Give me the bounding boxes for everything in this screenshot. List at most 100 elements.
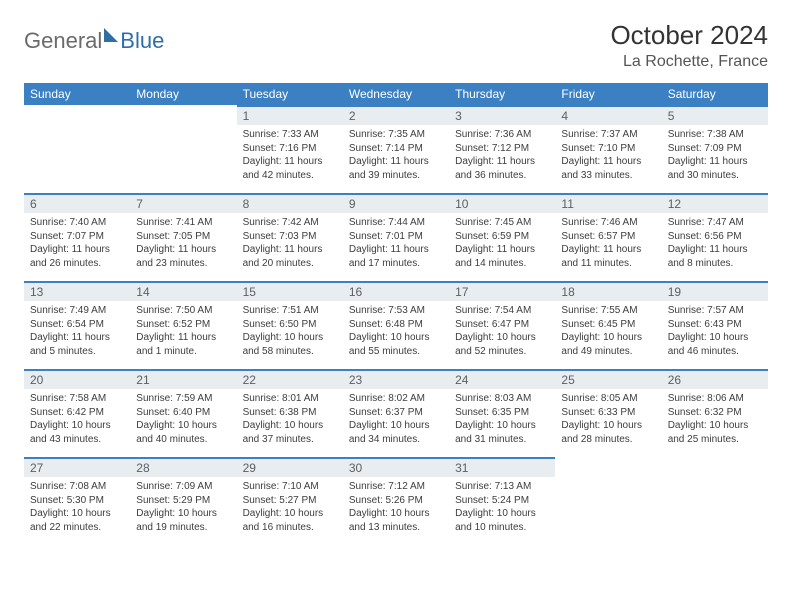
day-body: Sunrise: 7:44 AMSunset: 7:01 PMDaylight:… [343, 213, 449, 274]
daylight-line: Daylight: 11 hours and 20 minutes. [243, 243, 337, 270]
day-number: 22 [237, 369, 343, 389]
calendar-day-cell: 8Sunrise: 7:42 AMSunset: 7:03 PMDaylight… [237, 193, 343, 281]
day-number: 8 [237, 193, 343, 213]
daylight-line: Daylight: 11 hours and 33 minutes. [561, 155, 655, 182]
daylight-line: Daylight: 10 hours and 22 minutes. [30, 507, 124, 534]
sunrise-line: Sunrise: 7:54 AM [455, 304, 549, 318]
day-number: 29 [237, 457, 343, 477]
sunset-line: Sunset: 6:42 PM [30, 406, 124, 420]
calendar-day-cell: 14Sunrise: 7:50 AMSunset: 6:52 PMDayligh… [130, 281, 236, 369]
day-body: Sunrise: 7:35 AMSunset: 7:14 PMDaylight:… [343, 125, 449, 186]
calendar-day-cell: 30Sunrise: 7:12 AMSunset: 5:26 PMDayligh… [343, 457, 449, 545]
sunset-line: Sunset: 7:07 PM [30, 230, 124, 244]
sunrise-line: Sunrise: 7:53 AM [349, 304, 443, 318]
daylight-line: Daylight: 10 hours and 46 minutes. [668, 331, 762, 358]
weekday-header: Monday [130, 83, 236, 105]
calendar-week-row: 1Sunrise: 7:33 AMSunset: 7:16 PMDaylight… [24, 105, 768, 193]
sunset-line: Sunset: 5:27 PM [243, 494, 337, 508]
day-number: 3 [449, 105, 555, 125]
day-number: 1 [237, 105, 343, 125]
sunset-line: Sunset: 6:52 PM [136, 318, 230, 332]
daylight-line: Daylight: 11 hours and 5 minutes. [30, 331, 124, 358]
sunset-line: Sunset: 6:43 PM [668, 318, 762, 332]
calendar-day-cell: 20Sunrise: 7:58 AMSunset: 6:42 PMDayligh… [24, 369, 130, 457]
day-body: Sunrise: 7:54 AMSunset: 6:47 PMDaylight:… [449, 301, 555, 362]
day-number: 11 [555, 193, 661, 213]
daylight-line: Daylight: 11 hours and 14 minutes. [455, 243, 549, 270]
calendar-day-cell: 17Sunrise: 7:54 AMSunset: 6:47 PMDayligh… [449, 281, 555, 369]
weekday-header: Friday [555, 83, 661, 105]
daylight-line: Daylight: 10 hours and 10 minutes. [455, 507, 549, 534]
calendar-day-cell: 18Sunrise: 7:55 AMSunset: 6:45 PMDayligh… [555, 281, 661, 369]
day-body: Sunrise: 7:40 AMSunset: 7:07 PMDaylight:… [24, 213, 130, 274]
day-body: Sunrise: 7:50 AMSunset: 6:52 PMDaylight:… [130, 301, 236, 362]
day-body: Sunrise: 7:57 AMSunset: 6:43 PMDaylight:… [662, 301, 768, 362]
day-number: 28 [130, 457, 236, 477]
weekday-header: Tuesday [237, 83, 343, 105]
sunrise-line: Sunrise: 7:42 AM [243, 216, 337, 230]
day-number: 15 [237, 281, 343, 301]
calendar-day-cell: 9Sunrise: 7:44 AMSunset: 7:01 PMDaylight… [343, 193, 449, 281]
calendar-week-row: 6Sunrise: 7:40 AMSunset: 7:07 PMDaylight… [24, 193, 768, 281]
daylight-line: Daylight: 11 hours and 8 minutes. [668, 243, 762, 270]
location-label: La Rochette, France [610, 53, 768, 71]
day-body: Sunrise: 7:55 AMSunset: 6:45 PMDaylight:… [555, 301, 661, 362]
sunset-line: Sunset: 6:50 PM [243, 318, 337, 332]
calendar-day-cell: 1Sunrise: 7:33 AMSunset: 7:16 PMDaylight… [237, 105, 343, 193]
day-number: 10 [449, 193, 555, 213]
calendar-day-cell: 29Sunrise: 7:10 AMSunset: 5:27 PMDayligh… [237, 457, 343, 545]
calendar-week-row: 13Sunrise: 7:49 AMSunset: 6:54 PMDayligh… [24, 281, 768, 369]
daylight-line: Daylight: 10 hours and 58 minutes. [243, 331, 337, 358]
day-number: 24 [449, 369, 555, 389]
sunrise-line: Sunrise: 7:50 AM [136, 304, 230, 318]
sunset-line: Sunset: 5:29 PM [136, 494, 230, 508]
day-number: 20 [24, 369, 130, 389]
daylight-line: Daylight: 10 hours and 55 minutes. [349, 331, 443, 358]
calendar-day-cell: 15Sunrise: 7:51 AMSunset: 6:50 PMDayligh… [237, 281, 343, 369]
sunrise-line: Sunrise: 7:55 AM [561, 304, 655, 318]
day-number: 26 [662, 369, 768, 389]
day-number: 21 [130, 369, 236, 389]
sunset-line: Sunset: 6:57 PM [561, 230, 655, 244]
calendar-day-cell: 4Sunrise: 7:37 AMSunset: 7:10 PMDaylight… [555, 105, 661, 193]
calendar-day-cell: 21Sunrise: 7:59 AMSunset: 6:40 PMDayligh… [130, 369, 236, 457]
sunrise-line: Sunrise: 7:51 AM [243, 304, 337, 318]
daylight-line: Daylight: 11 hours and 30 minutes. [668, 155, 762, 182]
logo-triangle-icon [104, 28, 118, 42]
calendar-day-cell: 6Sunrise: 7:40 AMSunset: 7:07 PMDaylight… [24, 193, 130, 281]
sunrise-line: Sunrise: 7:10 AM [243, 480, 337, 494]
daylight-line: Daylight: 11 hours and 11 minutes. [561, 243, 655, 270]
day-number: 27 [24, 457, 130, 477]
sunrise-line: Sunrise: 7:36 AM [455, 128, 549, 142]
day-body: Sunrise: 7:41 AMSunset: 7:05 PMDaylight:… [130, 213, 236, 274]
sunrise-line: Sunrise: 8:05 AM [561, 392, 655, 406]
calendar-week-row: 27Sunrise: 7:08 AMSunset: 5:30 PMDayligh… [24, 457, 768, 545]
daylight-line: Daylight: 10 hours and 19 minutes. [136, 507, 230, 534]
sunrise-line: Sunrise: 7:08 AM [30, 480, 124, 494]
sunset-line: Sunset: 7:10 PM [561, 142, 655, 156]
daylight-line: Daylight: 10 hours and 52 minutes. [455, 331, 549, 358]
daylight-line: Daylight: 11 hours and 39 minutes. [349, 155, 443, 182]
daylight-line: Daylight: 11 hours and 26 minutes. [30, 243, 124, 270]
daylight-line: Daylight: 10 hours and 37 minutes. [243, 419, 337, 446]
sunset-line: Sunset: 7:14 PM [349, 142, 443, 156]
daylight-line: Daylight: 10 hours and 31 minutes. [455, 419, 549, 446]
daylight-line: Daylight: 11 hours and 36 minutes. [455, 155, 549, 182]
page-title: October 2024 [610, 20, 768, 51]
day-body: Sunrise: 8:05 AMSunset: 6:33 PMDaylight:… [555, 389, 661, 450]
sunrise-line: Sunrise: 7:41 AM [136, 216, 230, 230]
day-body: Sunrise: 7:36 AMSunset: 7:12 PMDaylight:… [449, 125, 555, 186]
sunrise-line: Sunrise: 7:13 AM [455, 480, 549, 494]
daylight-line: Daylight: 10 hours and 13 minutes. [349, 507, 443, 534]
daylight-line: Daylight: 11 hours and 17 minutes. [349, 243, 443, 270]
day-number: 19 [662, 281, 768, 301]
sunrise-line: Sunrise: 8:01 AM [243, 392, 337, 406]
day-number: 7 [130, 193, 236, 213]
daylight-line: Daylight: 10 hours and 25 minutes. [668, 419, 762, 446]
weekday-header-row: SundayMondayTuesdayWednesdayThursdayFrid… [24, 83, 768, 105]
calendar-week-row: 20Sunrise: 7:58 AMSunset: 6:42 PMDayligh… [24, 369, 768, 457]
calendar-day-cell: 26Sunrise: 8:06 AMSunset: 6:32 PMDayligh… [662, 369, 768, 457]
day-body: Sunrise: 7:51 AMSunset: 6:50 PMDaylight:… [237, 301, 343, 362]
day-number: 4 [555, 105, 661, 125]
day-number: 2 [343, 105, 449, 125]
